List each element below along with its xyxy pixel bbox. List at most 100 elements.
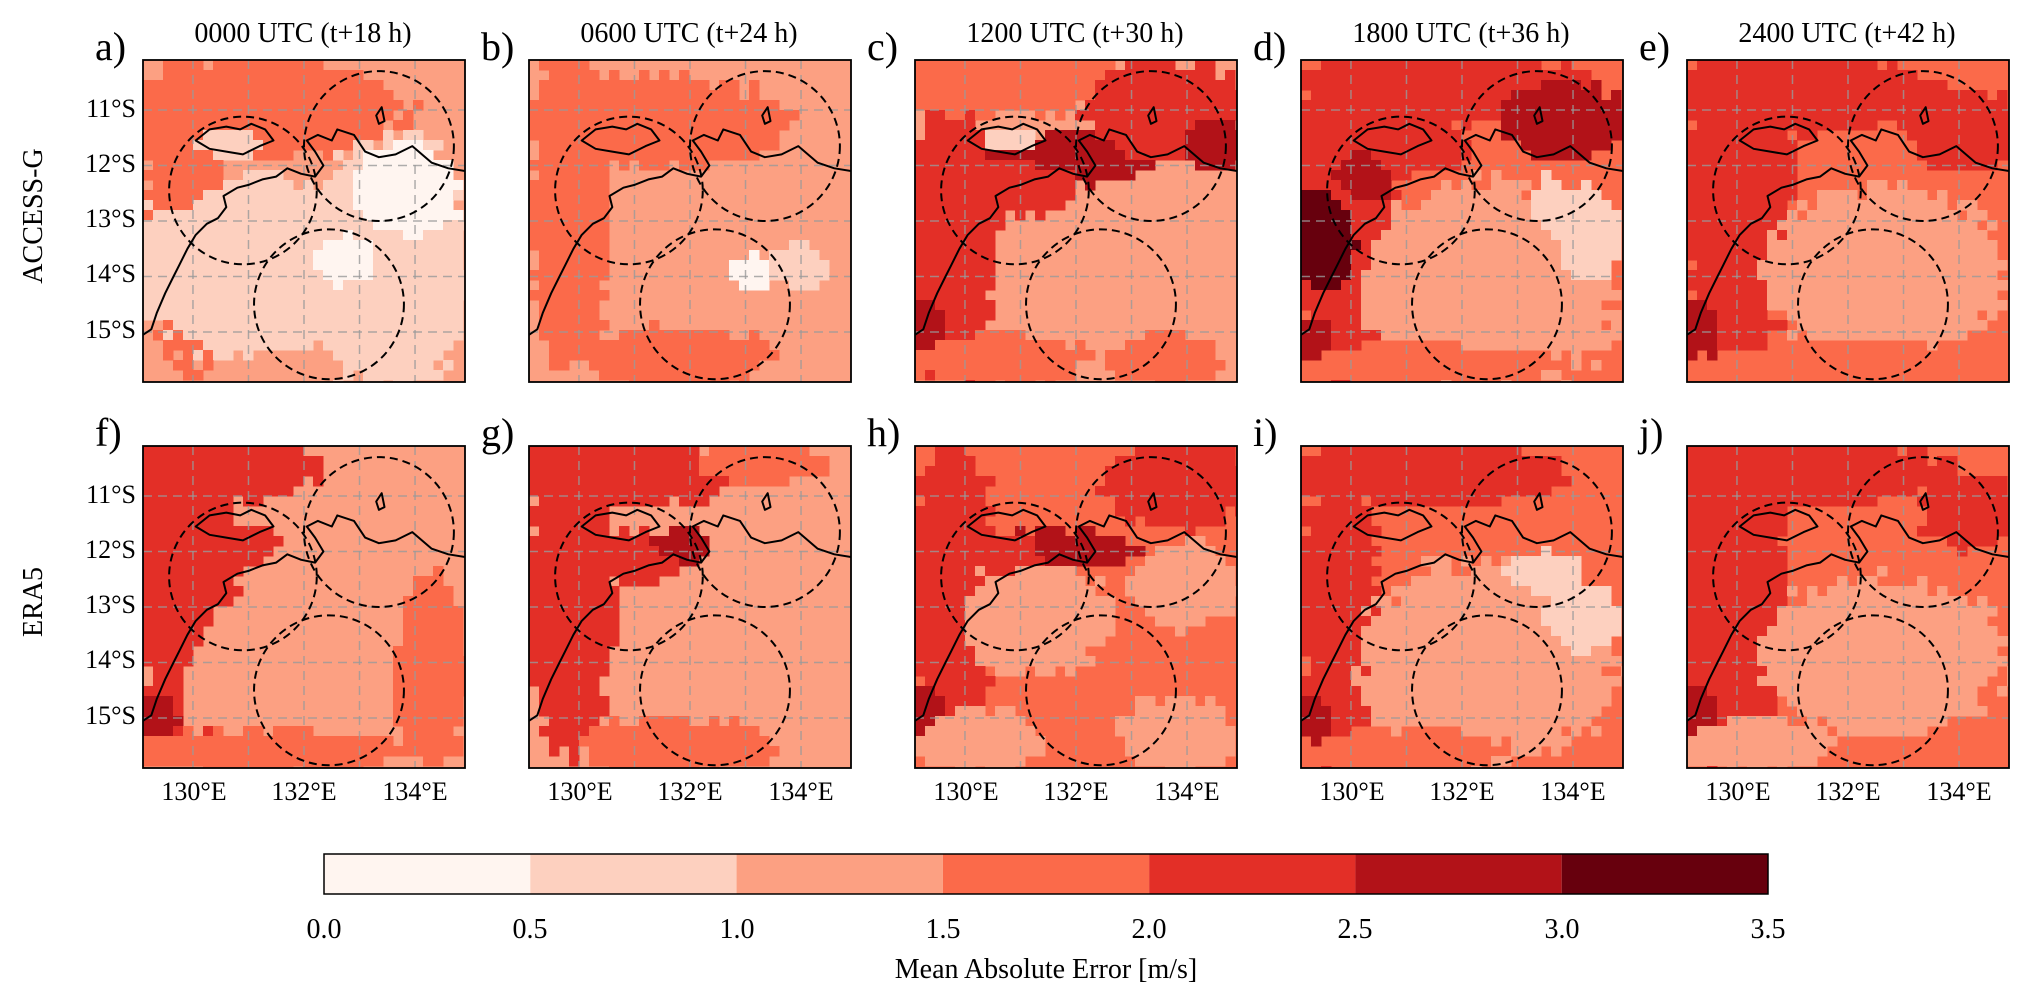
field-cell (739, 746, 750, 757)
field-cell (193, 210, 204, 221)
field-cell (1361, 320, 1372, 331)
field-cell (433, 340, 444, 351)
field-cell (589, 150, 600, 161)
field-cell (143, 606, 154, 617)
field-cell (1551, 240, 1562, 251)
field-cell (1471, 80, 1482, 91)
field-cell (1045, 100, 1056, 111)
field-cell (1431, 70, 1442, 81)
field-cell (303, 120, 314, 131)
field-cell (1897, 200, 1908, 211)
island-outline (1352, 122, 1433, 156)
field-cell (1697, 220, 1708, 231)
field-cell (143, 506, 154, 517)
field-cell (935, 90, 946, 101)
field-cell (925, 566, 936, 577)
field-cell (153, 666, 164, 677)
field-cell (1727, 250, 1738, 261)
field-cell (1977, 120, 1988, 131)
field-cell (233, 330, 244, 341)
field-cell (1697, 290, 1708, 301)
field-cell (1371, 80, 1382, 91)
field-cell (223, 180, 234, 191)
field-cell (173, 466, 184, 477)
field-cell (599, 726, 610, 737)
field-cell (403, 300, 414, 311)
field-cell (1737, 190, 1748, 201)
field-cell (569, 300, 580, 311)
field-cell (343, 190, 354, 201)
field-cell (343, 120, 354, 131)
field-cell (1551, 370, 1562, 381)
field-cell (403, 726, 414, 737)
field-cell (759, 130, 770, 141)
field-cell (1967, 150, 1978, 161)
field-cell (975, 556, 986, 567)
field-cell (1987, 300, 1998, 311)
field-cell (353, 220, 364, 231)
field-cell (193, 370, 204, 381)
field-cell (263, 220, 274, 231)
field-cell (1165, 150, 1176, 161)
field-cell (1591, 220, 1602, 231)
field-cell (1311, 180, 1322, 191)
field-cell (529, 486, 540, 497)
field-cell (413, 150, 424, 161)
field-cell (995, 190, 1006, 201)
field-cell (313, 476, 324, 487)
field-cell (1135, 110, 1146, 121)
field-cell (1035, 110, 1046, 121)
field-cell (1581, 190, 1592, 201)
field-cell (935, 110, 946, 121)
field-cell (1361, 300, 1372, 311)
field-cell (363, 320, 374, 331)
field-cell (363, 240, 374, 251)
field-cell (739, 756, 750, 767)
lon-tick-134e-col1: 134°E (382, 777, 447, 806)
coastline (915, 128, 1237, 336)
region-circle (1797, 228, 1949, 381)
field-cell (1005, 60, 1016, 71)
field-cell (1205, 466, 1216, 477)
field-cell (1947, 270, 1958, 281)
field-cell (1311, 200, 1322, 211)
field-cell (2007, 130, 2009, 141)
field-cell (353, 240, 364, 251)
field-cell (1381, 260, 1392, 271)
field-cell (619, 330, 630, 341)
field-cell (1501, 190, 1512, 201)
field-cell (1471, 170, 1482, 181)
field-cell (1611, 310, 1622, 321)
field-cell (1411, 280, 1422, 291)
field-cell (935, 150, 946, 161)
field-cell (1717, 80, 1728, 91)
field-cell (1451, 130, 1462, 141)
field-cell (1431, 320, 1442, 331)
field-cell (935, 486, 946, 497)
field-cell (1035, 340, 1046, 351)
field-cell (965, 456, 976, 467)
field-cell (1697, 80, 1708, 91)
field-cell (579, 496, 590, 507)
field-cell (1451, 110, 1462, 121)
field-cell (223, 456, 234, 467)
field-cell (413, 130, 424, 141)
field-cell (213, 60, 224, 71)
field-cell (559, 140, 570, 151)
field-cell (1045, 576, 1056, 587)
field-cell (1591, 230, 1602, 241)
field-cell (423, 726, 434, 737)
field-cell (383, 360, 394, 371)
field-cell (343, 360, 354, 371)
field-cell (639, 446, 650, 457)
field-cell (945, 250, 956, 261)
field-cell (243, 496, 254, 507)
field-cell (1797, 280, 1808, 291)
field-cell (423, 220, 434, 231)
field-cell (669, 100, 680, 111)
field-cell (183, 466, 194, 477)
field-cell (1461, 310, 1472, 321)
field-cell (403, 716, 414, 727)
field-cell (679, 70, 690, 81)
field-cell (1737, 120, 1748, 131)
